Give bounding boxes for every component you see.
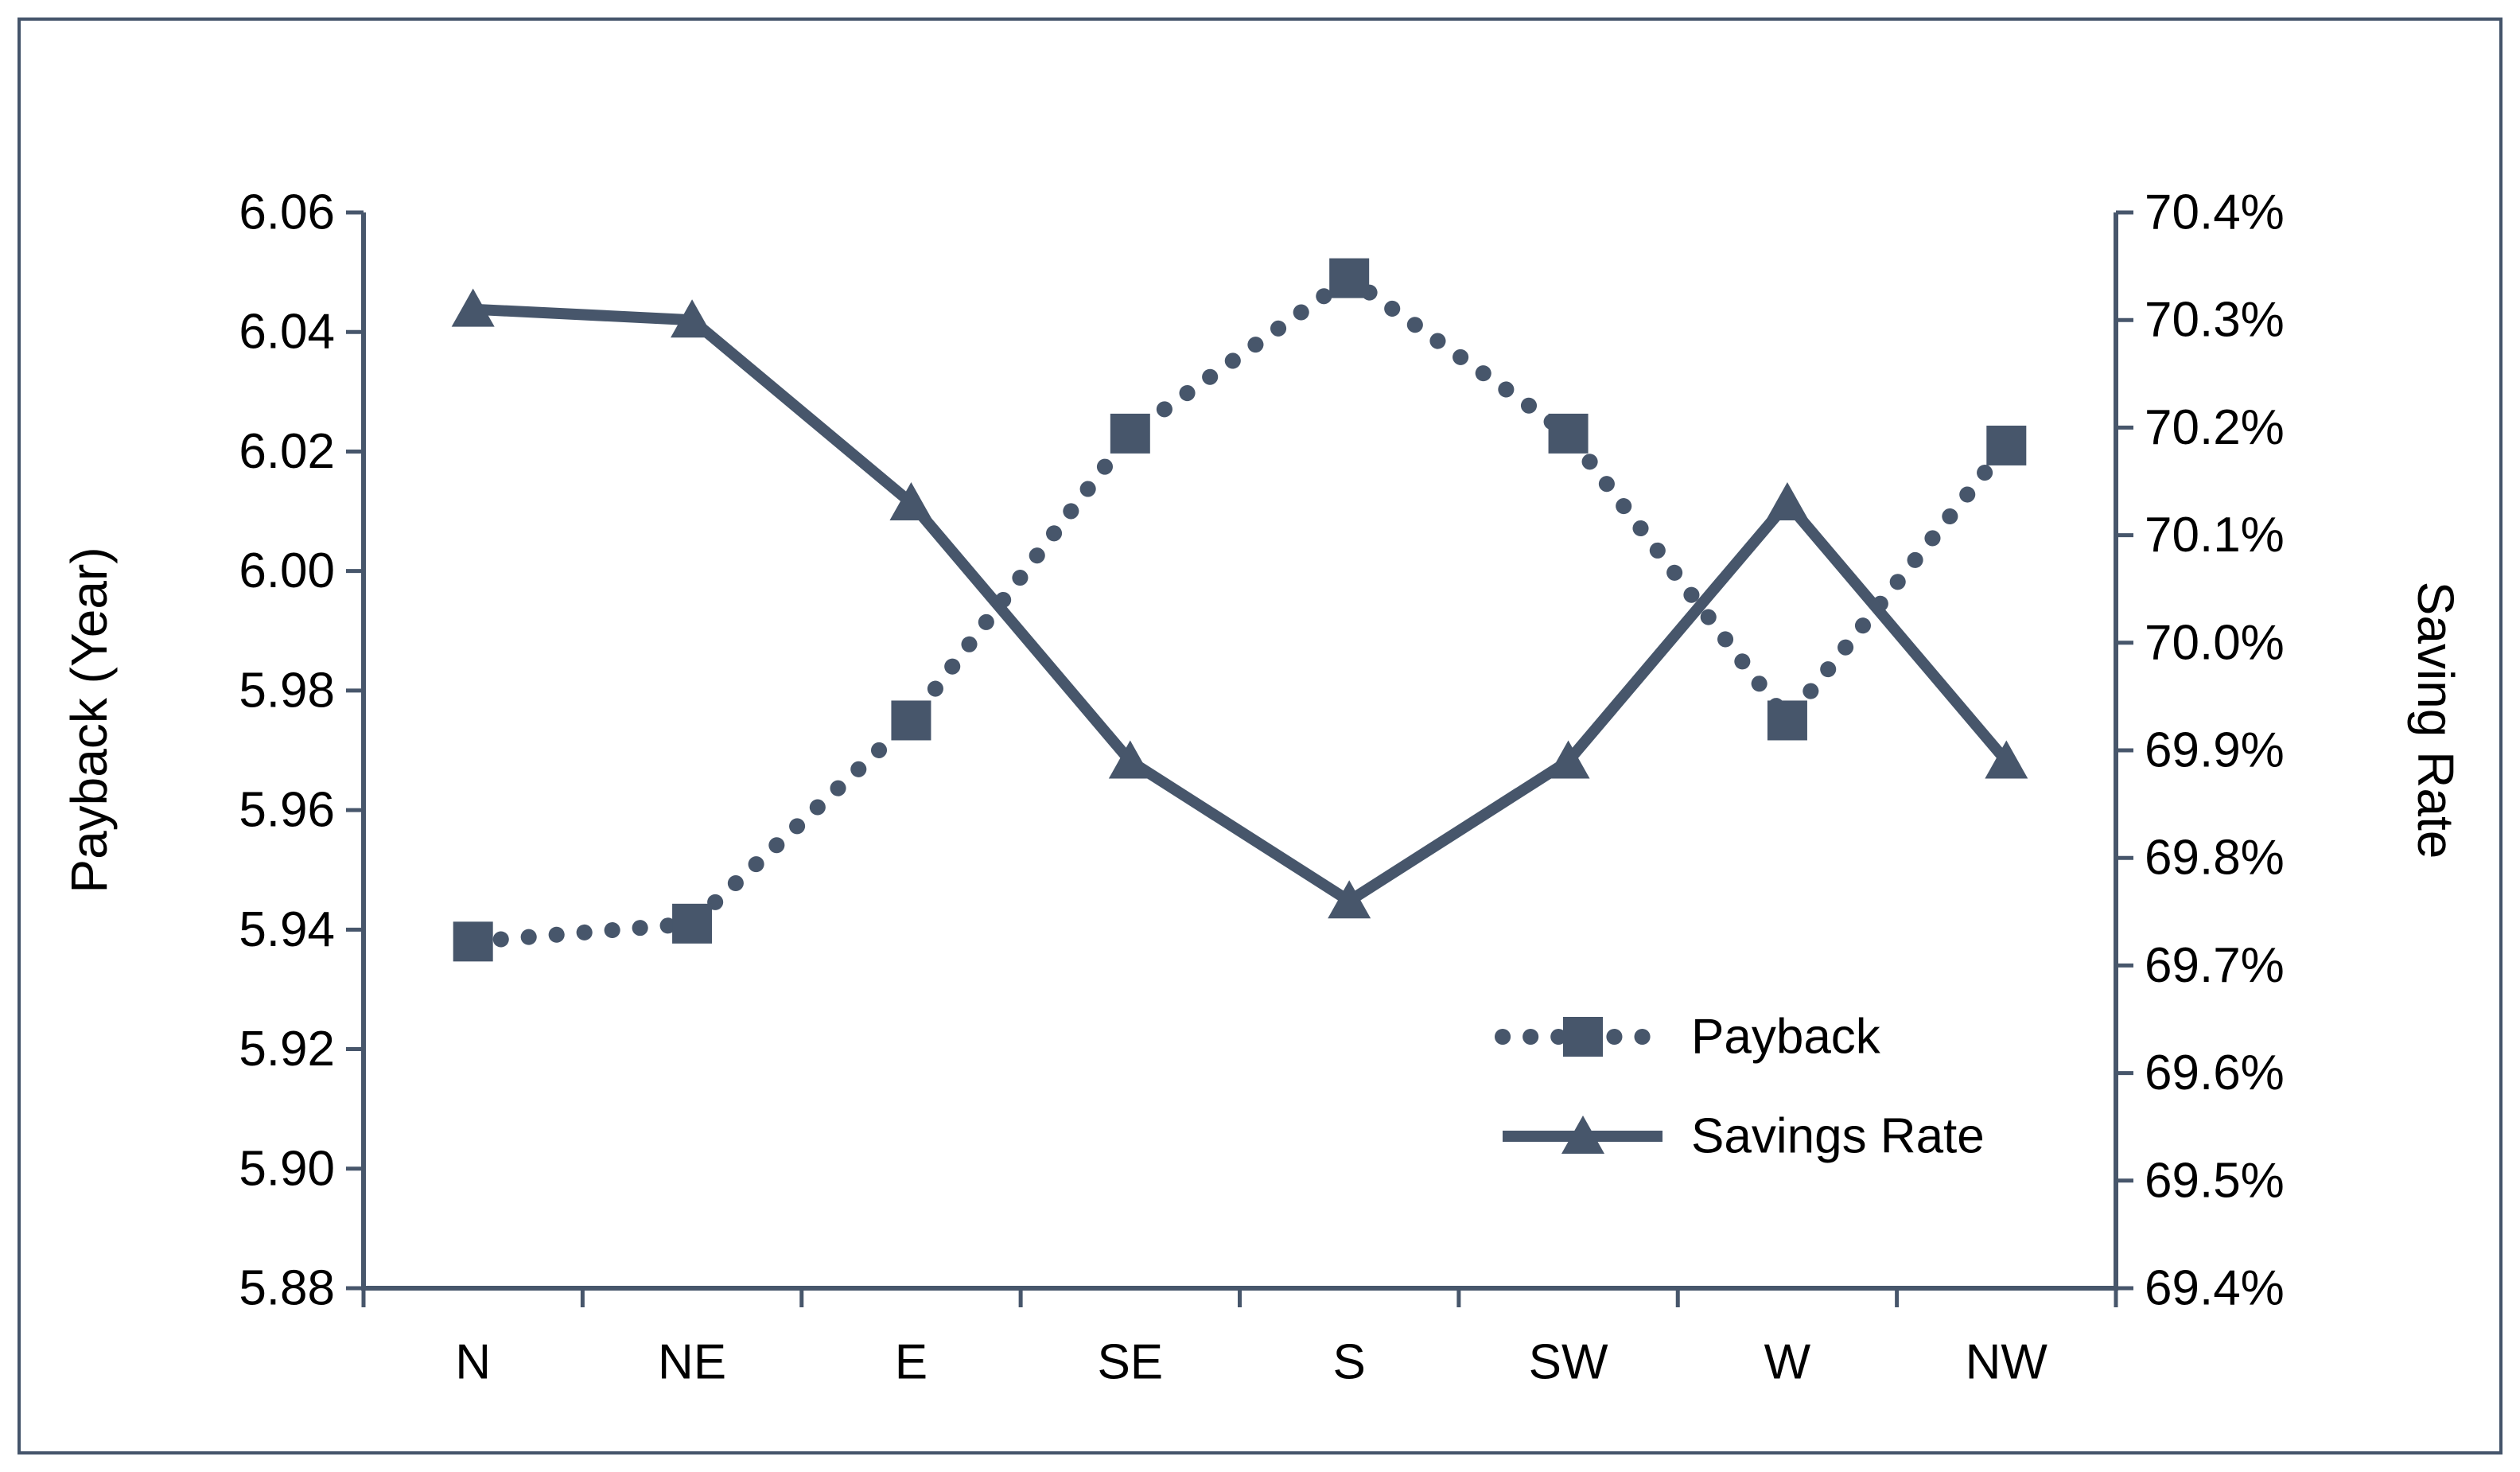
right-axis-tick-label: 69.4% bbox=[2145, 1261, 2285, 1316]
right-axis-tick-label: 69.7% bbox=[2145, 938, 2285, 993]
x-axis-category-label: SW bbox=[1529, 1335, 1608, 1390]
right-axis-tick-label: 69.9% bbox=[2145, 723, 2285, 778]
right-axis-tick-label: 70.4% bbox=[2145, 185, 2285, 240]
left-axis-tick-label: 6.04 bbox=[239, 305, 335, 360]
legend-marker-triangle bbox=[1561, 1116, 1604, 1154]
series-line-payback bbox=[465, 268, 2015, 950]
data-point-marker-savings-rate bbox=[1108, 740, 1152, 779]
right-axis-tick-label: 69.6% bbox=[2145, 1046, 2285, 1100]
legend-marker-square bbox=[1563, 1017, 1603, 1057]
data-point-marker-payback bbox=[891, 700, 931, 741]
data-point-marker-payback bbox=[1110, 413, 1150, 454]
data-point-marker-payback bbox=[453, 921, 493, 962]
x-axis-category-label: S bbox=[1333, 1335, 1366, 1390]
x-axis-category-label: N bbox=[455, 1335, 491, 1390]
left-axis-tick-label: 5.90 bbox=[239, 1141, 335, 1196]
right-axis-tick-label: 70.1% bbox=[2145, 508, 2285, 563]
data-point-marker-savings-rate bbox=[1765, 482, 1809, 521]
data-point-marker-savings-rate bbox=[451, 288, 495, 327]
data-point-marker-savings-rate bbox=[1546, 740, 1590, 779]
series-line-savings-rate bbox=[472, 303, 2011, 908]
data-point-marker-payback bbox=[1329, 258, 1370, 298]
left-axis-tick-label: 5.98 bbox=[239, 663, 335, 718]
right-axis-title: Saving Rate bbox=[2407, 581, 2464, 859]
x-axis-category-label: SE bbox=[1097, 1335, 1163, 1390]
x-axis-category-label: NW bbox=[1966, 1335, 2048, 1390]
left-axis-tick-label: 6.00 bbox=[239, 543, 335, 598]
data-point-marker-payback bbox=[672, 903, 713, 944]
data-point-marker-payback bbox=[1767, 700, 1807, 741]
left-axis-tick-label: 6.06 bbox=[239, 185, 335, 240]
x-axis-category-label: W bbox=[1764, 1335, 1811, 1390]
left-axis-tick-label: 5.94 bbox=[239, 902, 335, 957]
data-point-marker-savings-rate bbox=[1328, 880, 1371, 919]
right-axis-tick-label: 70.3% bbox=[2145, 293, 2285, 348]
left-axis-tick-label: 5.88 bbox=[239, 1261, 335, 1316]
x-axis-category-label: E bbox=[895, 1335, 928, 1390]
left-axis-title: Payback (Year) bbox=[60, 547, 118, 894]
legend-label-payback: Payback bbox=[1691, 1009, 1880, 1065]
data-point-marker-savings-rate bbox=[889, 482, 933, 521]
legend-label-savings-rate: Savings Rate bbox=[1691, 1108, 1985, 1164]
right-axis-tick-label: 70.0% bbox=[2145, 615, 2285, 670]
data-point-marker-payback bbox=[1548, 413, 1589, 454]
data-point-marker-payback bbox=[1986, 425, 2027, 465]
data-point-marker-savings-rate bbox=[671, 299, 714, 338]
left-axis-tick-label: 5.92 bbox=[239, 1022, 335, 1077]
right-axis-tick-label: 69.5% bbox=[2145, 1153, 2285, 1208]
right-axis-tick-label: 69.8% bbox=[2145, 831, 2285, 886]
right-axis-tick-label: 70.2% bbox=[2145, 400, 2285, 455]
x-axis-category-label: NE bbox=[658, 1335, 726, 1390]
left-axis-tick-label: 5.96 bbox=[239, 783, 335, 838]
data-point-marker-savings-rate bbox=[1985, 740, 2028, 779]
left-axis-tick-label: 6.02 bbox=[239, 424, 335, 479]
